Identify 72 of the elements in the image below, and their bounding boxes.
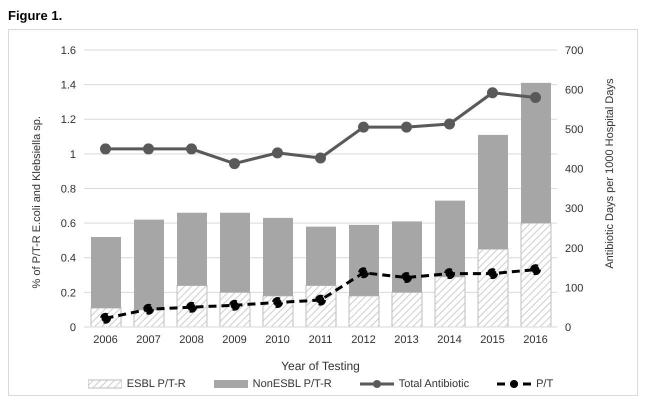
x-tick-label: 2006 — [93, 334, 118, 346]
point — [229, 158, 240, 170]
bar — [348, 295, 380, 327]
y-tick-label: 1 — [70, 148, 76, 161]
y2-tick-label: 500 — [565, 124, 584, 136]
x-tick-label: 2009 — [222, 334, 247, 346]
y2-tick-label: 0 — [565, 322, 572, 334]
y-tick-label: 0.6 — [60, 218, 76, 230]
x-tick-label: 2007 — [136, 334, 161, 346]
point — [444, 268, 455, 280]
y2-tick-label: 100 — [565, 282, 584, 294]
legend-label: NonESBL P/T-R — [252, 378, 332, 390]
point — [401, 122, 412, 133]
y2-tick-label: 700 — [565, 44, 584, 57]
y2-tick-label: 600 — [565, 84, 584, 96]
x-tick-label: 2016 — [523, 334, 548, 346]
point — [186, 143, 197, 154]
y2-tick-label: 200 — [565, 242, 584, 255]
bar — [220, 212, 250, 292]
x-tick-label: 2012 — [351, 334, 376, 346]
point — [143, 143, 154, 154]
y-tick-label: 1.4 — [60, 80, 76, 92]
bar — [134, 220, 164, 310]
y2-tick-label: 400 — [565, 164, 584, 176]
point — [530, 92, 541, 103]
bar — [478, 134, 508, 250]
x-tick-label: 2010 — [265, 334, 290, 346]
point — [143, 304, 154, 315]
x-tick-label: 2015 — [480, 334, 505, 346]
bar — [177, 212, 207, 286]
bar — [520, 222, 552, 327]
x-tick-label: 2011 — [308, 334, 332, 346]
point — [100, 143, 111, 154]
point — [401, 272, 412, 284]
bar — [392, 292, 422, 327]
bar — [263, 218, 293, 296]
x-axis-title: Year of Testing — [281, 359, 360, 373]
legend-label: ESBL P/T-R — [126, 378, 186, 390]
point — [530, 264, 541, 276]
y-tick-label: 1.2 — [60, 114, 76, 126]
bar — [176, 284, 208, 327]
y2-tick-label: 300 — [565, 203, 584, 216]
point — [358, 267, 369, 278]
point — [487, 268, 498, 280]
y-tick-label: 0.8 — [60, 183, 76, 196]
y-tick-label: 1.6 — [60, 44, 76, 57]
x-tick-label: 2008 — [179, 334, 204, 346]
bar — [306, 284, 336, 327]
point — [358, 122, 369, 133]
legend-label: Total Antibiotic — [398, 378, 470, 390]
point — [272, 147, 283, 158]
y-tick-label: 0.2 — [60, 287, 76, 300]
bar — [435, 200, 465, 277]
bar — [434, 276, 466, 327]
bar — [521, 82, 551, 224]
y-tick-label: 0.4 — [60, 252, 76, 265]
bar — [392, 221, 422, 292]
point — [487, 87, 498, 98]
y-tick-label: 0 — [70, 322, 76, 334]
y2-axis-title: Antibiotic Days per 1000 Hospital Days — [604, 78, 616, 269]
bar — [478, 248, 508, 327]
x-tick-label: 2014 — [437, 334, 462, 346]
y-axis-title: % of P/T-R E.coli and Klebsiella sp. — [30, 116, 43, 288]
chart-title: Figure 1. — [8, 8, 64, 23]
legend-label: P/T — [536, 378, 554, 390]
bar — [91, 236, 121, 308]
x-tick-label: 2013 — [394, 334, 419, 346]
bar — [349, 224, 379, 296]
bar — [306, 226, 336, 286]
point — [315, 152, 326, 164]
point — [444, 118, 455, 130]
point — [272, 296, 283, 308]
